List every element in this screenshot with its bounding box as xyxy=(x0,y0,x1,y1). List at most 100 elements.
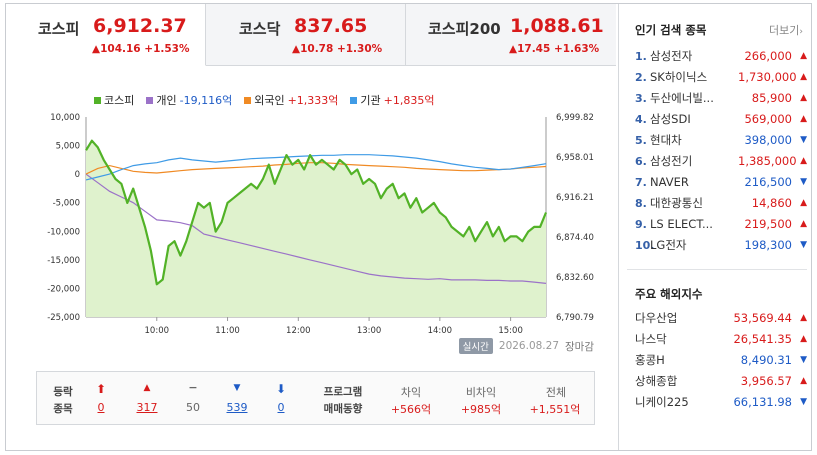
x-tick-label: 13:00 xyxy=(357,326,382,334)
stock-price: 398,000 xyxy=(744,133,792,147)
chart-legend: 코스피 개인 -19,116억 외국인 +1,333억 기관 +1,835억 xyxy=(94,92,435,108)
popular-item[interactable]: 10. LG전자 198,300 ▼ xyxy=(635,235,807,255)
legend-foreign[interactable]: 외국인 +1,333억 xyxy=(244,92,338,108)
stock-price: 219,500 xyxy=(744,217,792,231)
upper-limit-count[interactable]: 0 xyxy=(97,401,105,414)
market-status: 장마감 xyxy=(565,340,594,353)
y-tick-label: 5,000 xyxy=(56,142,80,152)
popular-item[interactable]: 6. 삼성전기 1,385,000 ▲ xyxy=(635,151,807,171)
tab-kosdaq[interactable]: 코스닥 837.65 ▲10.78 +1.30% xyxy=(206,4,406,66)
world-index-item[interactable]: 니케이225 66,131.98 ▼ xyxy=(635,392,807,412)
rank-number: 8. xyxy=(635,196,647,210)
stock-name[interactable]: NAVER xyxy=(650,175,689,189)
index-price: 3,956.57 xyxy=(740,374,792,388)
arrow-up-icon: ▲ xyxy=(800,114,807,124)
stock-name[interactable]: LG전자 xyxy=(650,238,687,252)
index-name[interactable]: 다우산업 xyxy=(635,311,678,325)
popular-item[interactable]: 4. 삼성SDI 569,000 ▲ xyxy=(635,109,807,129)
fall-count[interactable]: 539 xyxy=(226,401,248,414)
y-tick-label: -20,000 xyxy=(47,284,80,294)
y2-tick-label: 6,874.40 xyxy=(556,233,594,243)
stock-name[interactable]: 삼성SDI xyxy=(650,112,691,126)
stock-name[interactable]: SK하이닉스 xyxy=(650,70,708,84)
arrow-down-icon: ▼ xyxy=(800,397,807,407)
arrow-up-icon: ▲ xyxy=(800,334,807,344)
index-name[interactable]: 홍콩H xyxy=(635,353,665,367)
world-index-item[interactable]: 다우산업 53,569.44 ▲ xyxy=(635,308,807,328)
y-tick-label: -15,000 xyxy=(47,256,80,266)
rank-number: 7. xyxy=(635,175,647,189)
tab-value: 1,088.61 xyxy=(510,15,604,37)
y-tick-label: -5,000 xyxy=(53,199,80,209)
nonarbitrage-value: +985억 xyxy=(460,403,502,416)
rank-number: 4. xyxy=(635,112,647,126)
tab-change: ▲104.16 +1.53% xyxy=(92,43,190,55)
tab-name: 코스닥 xyxy=(239,20,281,38)
popular-item[interactable]: 3. 두산에너빌... 85,900 ▲ xyxy=(635,88,807,108)
breadth-label-2: 종목 xyxy=(53,403,73,415)
world-index-item[interactable]: 나스닥 26,541.35 ▲ xyxy=(635,329,807,349)
world-index-item[interactable]: 상해종합 3,956.57 ▲ xyxy=(635,371,807,391)
legend-swatch xyxy=(350,96,358,104)
index-name[interactable]: 상해종합 xyxy=(635,374,678,388)
arrow-up-icon: ▲ xyxy=(800,219,807,229)
flat-icon: − xyxy=(188,381,198,394)
arrow-up-icon: ▲ xyxy=(800,198,807,208)
tab-name: 코스피200 xyxy=(428,20,501,38)
tab-value: 6,912.37 xyxy=(93,15,187,37)
world-index-item[interactable]: 홍콩H 8,490.31 ▼ xyxy=(635,350,807,370)
rank-number: 3. xyxy=(635,91,647,105)
y2-tick-label: 6,999.82 xyxy=(556,113,594,123)
legend-swatch xyxy=(244,96,252,104)
popular-item[interactable]: 9. LS ELECT... 219,500 ▲ xyxy=(635,214,807,234)
index-name[interactable]: 니케이225 xyxy=(635,395,689,409)
popular-item[interactable]: 7. NAVER 216,500 ▼ xyxy=(635,172,807,192)
arrow-up-icon: ▲ xyxy=(800,156,807,166)
legend-institution[interactable]: 기관 +1,835억 xyxy=(350,92,435,108)
popular-title: 인기 검색 종목 xyxy=(635,23,707,37)
arrow-down-icon: ▼ xyxy=(800,135,807,145)
index-name[interactable]: 나스닥 xyxy=(635,332,667,346)
stock-name[interactable]: 대한광통신 xyxy=(650,196,703,210)
stock-name[interactable]: 현대차 xyxy=(650,133,682,147)
tab-kospi200[interactable]: 코스피200 1,088.61 ▲17.45 +1.63% xyxy=(406,4,616,66)
rise-count[interactable]: 317 xyxy=(136,401,158,414)
arbitrage-label: 차익 xyxy=(400,386,422,399)
market-widget: 코스피 6,912.37 ▲104.16 +1.53% 코스닥 837.65 ▲… xyxy=(5,3,812,451)
kospi-line xyxy=(85,139,548,286)
stock-name[interactable]: 삼성전기 xyxy=(650,154,693,168)
lower-limit-count[interactable]: 0 xyxy=(277,401,285,414)
y2-tick-label: 6,790.79 xyxy=(556,313,594,323)
popular-item[interactable]: 2. SK하이닉스 1,730,000 ▲ xyxy=(635,67,807,87)
arrow-up-icon: ▲ xyxy=(800,376,807,386)
y-tick-label: 10,000 xyxy=(50,113,80,123)
stock-price: 266,000 xyxy=(744,49,792,63)
timestamp: 실시간 2026.08.27 장마감 xyxy=(458,338,594,354)
tab-value: 837.65 xyxy=(294,15,368,37)
popular-item[interactable]: 1. 삼성전자 266,000 ▲ xyxy=(635,46,807,66)
stock-name[interactable]: 두산에너빌... xyxy=(650,91,714,105)
intraday-chart[interactable]: 10,000 5,000 0 -5,000 -10,000 -15,000 -20,000 -… xyxy=(6,109,616,334)
index-price: 66,131.98 xyxy=(733,395,792,409)
flat-count[interactable]: 50 xyxy=(186,401,200,414)
tab-kospi[interactable]: 코스피 6,912.37 ▲104.16 +1.53% xyxy=(6,4,206,66)
y-tick-label: 0 xyxy=(75,170,80,180)
realtime-badge[interactable]: 실시간 xyxy=(458,338,493,354)
popular-item[interactable]: 5. 현대차 398,000 ▼ xyxy=(635,130,807,150)
rank-number: 2. xyxy=(635,70,647,84)
stock-price: 1,385,000 xyxy=(738,154,797,168)
market-breadth: 등락 종목 ⬆ 0 ▲ 317 − 50 ▼ 539 ⬇ 0 프로그램 매매동향… xyxy=(36,371,595,425)
y2-tick-label: 6,832.60 xyxy=(556,273,594,283)
x-tick-label: 15:00 xyxy=(498,326,523,334)
stock-name[interactable]: 삼성전자 xyxy=(650,49,693,63)
legend-individual[interactable]: 개인 -19,116억 xyxy=(146,92,232,108)
legend-swatch xyxy=(94,96,101,104)
lower-limit-icon: ⬇ xyxy=(275,382,287,396)
more-link[interactable]: 더보기› xyxy=(769,24,803,37)
index-price: 26,541.35 xyxy=(733,332,792,346)
arrow-up-icon: ▲ xyxy=(800,51,807,61)
rank-number: 9. xyxy=(635,217,647,231)
popular-item[interactable]: 8. 대한광통신 14,860 ▲ xyxy=(635,193,807,213)
stock-name[interactable]: LS ELECT... xyxy=(650,217,713,231)
legend-kospi[interactable]: 코스피 xyxy=(94,92,134,108)
